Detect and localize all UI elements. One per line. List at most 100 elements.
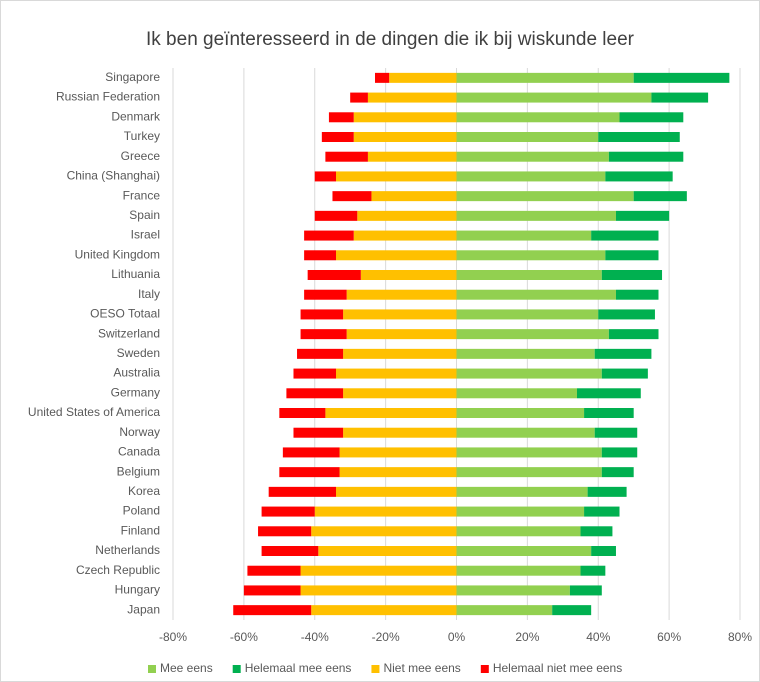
bar-segment	[456, 427, 595, 438]
bar-segment	[304, 230, 354, 241]
bar-segment	[243, 585, 301, 596]
bar-segment	[258, 526, 312, 537]
bar-segment	[580, 526, 613, 537]
bar-segment	[456, 191, 634, 202]
bar-segment	[389, 72, 457, 83]
legend-label: Mee eens	[160, 661, 213, 675]
y-tick-label: Russian Federation	[56, 90, 160, 104]
y-tick-label: Germany	[111, 385, 160, 399]
bar-segment	[300, 565, 457, 576]
bar-segment	[456, 447, 602, 458]
bar-segment	[286, 388, 344, 399]
x-tick-label: -80%	[159, 630, 187, 644]
bar-segment	[633, 191, 687, 202]
bar-segment	[601, 447, 638, 458]
bar-segment	[456, 329, 609, 340]
bar-segment	[456, 486, 588, 497]
bar-segment	[300, 309, 344, 320]
bar-segment	[297, 348, 344, 359]
y-tick-label: Switzerland	[98, 326, 160, 340]
y-tick-label: France	[123, 188, 161, 202]
bar-segment	[318, 546, 457, 556]
legend-label: Niet mee eens	[383, 661, 460, 675]
bar-segment	[336, 486, 457, 497]
bar-segment	[456, 368, 602, 379]
bar-segment	[343, 388, 457, 399]
bar-segment	[314, 210, 358, 221]
bar-segment	[456, 408, 585, 418]
y-tick-label: Sweden	[117, 346, 160, 360]
bar-segment	[594, 348, 652, 359]
y-tick-label: Hungary	[115, 583, 160, 597]
bar-segment	[456, 270, 602, 280]
bar-segment	[456, 151, 609, 162]
bar-segment	[587, 486, 627, 497]
bar-segment	[456, 210, 616, 221]
bar-segment	[601, 467, 634, 478]
bar-segment	[367, 92, 457, 103]
bar-segment	[300, 329, 347, 340]
x-tick-label: 20%	[515, 630, 539, 644]
bar-segment	[374, 72, 390, 83]
y-tick-label: Japan	[127, 602, 160, 616]
bar-segment	[552, 605, 592, 616]
bar-segment	[619, 112, 684, 123]
y-tick-label: United Kingdom	[75, 247, 160, 261]
bar-segment	[367, 151, 457, 162]
bar-segment	[325, 408, 457, 418]
y-tick-label: Canada	[118, 445, 160, 459]
bar-segment	[633, 72, 730, 83]
bar-segment	[357, 210, 457, 221]
bar-segment	[456, 112, 620, 123]
bar-segment	[591, 230, 659, 241]
bar-segment	[247, 565, 301, 576]
bar-segment	[605, 171, 673, 182]
bar-segment	[456, 348, 595, 359]
bar-segment	[343, 309, 457, 320]
y-tick-label: OESO Totaal	[90, 307, 160, 321]
bar-segment	[282, 447, 340, 458]
bar-segment	[615, 210, 670, 221]
bar-segment	[350, 92, 368, 103]
y-tick-label: Italy	[138, 287, 160, 301]
legend-swatch	[232, 665, 241, 673]
bar-segment	[576, 388, 641, 399]
bar-segment	[601, 368, 648, 379]
bar-segment	[353, 112, 457, 123]
y-tick-label: Norway	[119, 425, 160, 439]
bar-segment	[233, 605, 312, 616]
x-tick-label: 80%	[728, 630, 752, 644]
bar-segment	[594, 427, 638, 438]
y-tick-label: Korea	[128, 484, 160, 498]
y-tick-label: Poland	[123, 504, 160, 518]
bar-segment	[346, 329, 457, 340]
bar-segment	[456, 565, 581, 576]
bar-segment	[456, 526, 581, 537]
bar-segment	[608, 151, 684, 162]
bar-segment	[591, 546, 616, 556]
bar-segment	[456, 605, 553, 616]
bar-segment	[598, 132, 680, 142]
bar-segment	[328, 112, 354, 123]
y-tick-label: Lithuania	[111, 267, 160, 281]
y-tick-label: Spain	[129, 208, 160, 222]
bar-segment	[456, 250, 606, 261]
bar-segment	[360, 270, 457, 280]
bar-segment	[615, 289, 659, 300]
bar-segment	[314, 171, 337, 182]
y-tick-label: Turkey	[124, 129, 160, 143]
bar-segment	[300, 585, 457, 596]
bar-segment	[261, 506, 315, 517]
bar-segment	[580, 565, 606, 576]
bar-segment	[456, 467, 602, 478]
bar-segment	[339, 467, 457, 478]
bar-segment	[343, 427, 457, 438]
bar-segment	[584, 408, 634, 418]
bar-segment	[279, 408, 326, 418]
bar-segment	[304, 289, 347, 300]
bar-segment	[336, 250, 457, 261]
y-tick-label: Australia	[113, 366, 160, 380]
bar-segment	[608, 329, 659, 340]
bar-segment	[569, 585, 602, 596]
